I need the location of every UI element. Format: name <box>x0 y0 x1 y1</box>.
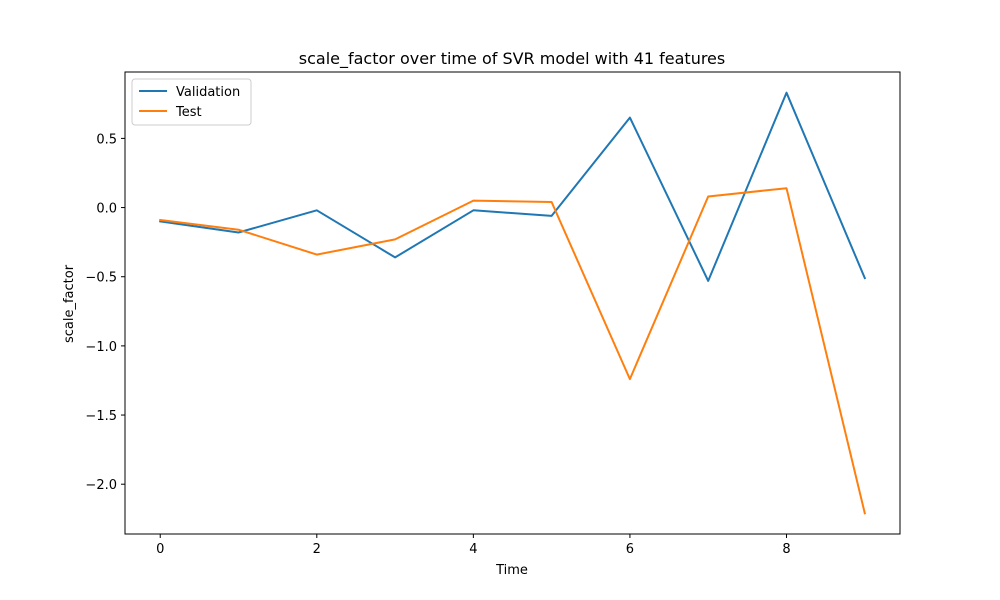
x-tick-label: 4 <box>469 542 477 557</box>
legend-label-test: Test <box>175 105 202 120</box>
legend-label-validation: Validation <box>176 85 240 100</box>
x-tick-label: 8 <box>782 542 790 557</box>
x-tick-label: 0 <box>156 542 164 557</box>
axes-frame <box>124 71 901 535</box>
y-tick-label: −2.0 <box>85 478 117 493</box>
x-tick-label: 6 <box>626 542 634 557</box>
series-line-test <box>159 187 867 515</box>
legend: Validation Test <box>131 78 252 126</box>
chart-title: scale_factor over time of SVR model with… <box>299 49 725 69</box>
plot-area: 0 2 4 6 8 −2.0 −1.5 −1.0 −0.5 0.0 0.5 Validation Tes… <box>85 71 901 557</box>
y-tick-label: −1.0 <box>85 340 117 355</box>
y-tick-label: 0.5 <box>96 132 117 147</box>
y-tick-label: 0.0 <box>96 202 117 217</box>
y-axis-label: scale_factor <box>62 264 77 343</box>
series-line-validation <box>159 91 867 282</box>
x-tick-label: 2 <box>313 542 321 557</box>
x-axis-label: Time <box>495 563 528 578</box>
y-tick-label: −0.5 <box>85 271 117 286</box>
y-tick-label: −1.5 <box>85 409 117 424</box>
